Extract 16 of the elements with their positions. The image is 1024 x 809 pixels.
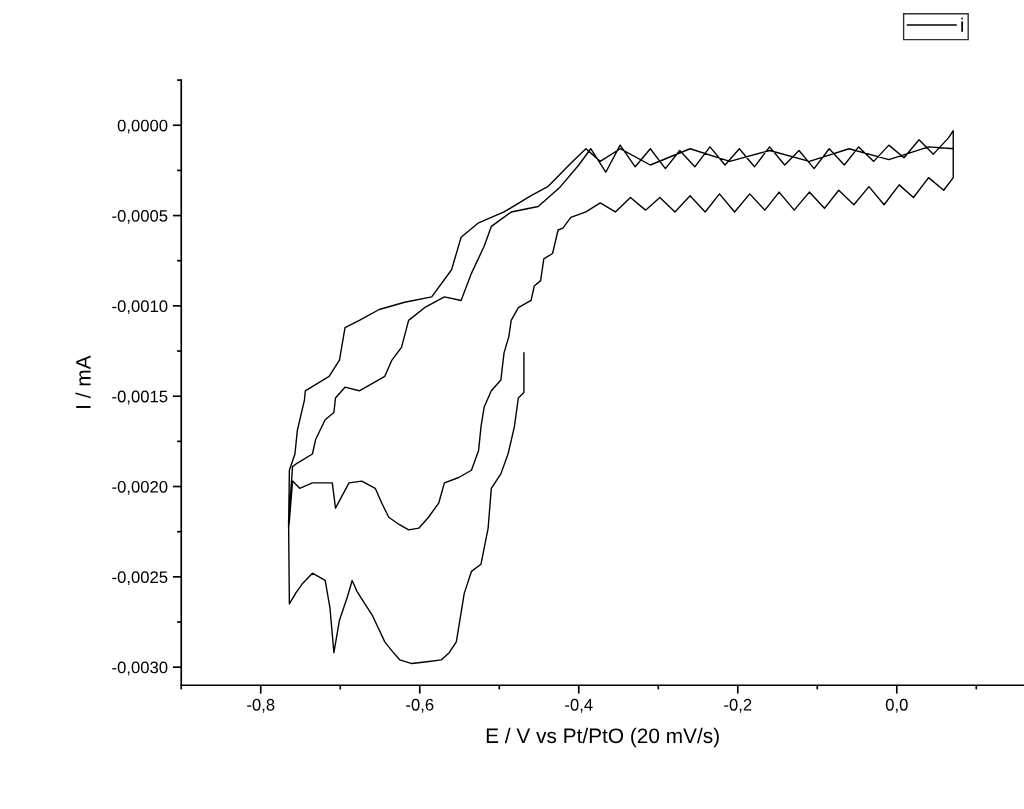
y-tick-label: -0,0025: [112, 571, 168, 586]
y-tick-label: -0,0020: [112, 480, 168, 495]
y-tick-label: 0,0000: [117, 119, 168, 134]
line-series: [287, 129, 954, 665]
x-tick-label: 0,0: [885, 698, 908, 713]
x-tick-label: -0,4: [565, 698, 593, 713]
y-tick-label: -0,0010: [112, 300, 168, 315]
legend-label: i: [961, 17, 963, 32]
y-tick-label: -0,0005: [112, 209, 168, 224]
x-tick-label: -0,8: [247, 698, 275, 713]
y-tick-label: -0,0030: [112, 661, 168, 676]
x-axis-title: E / V vs Pt/PtO (20 mV/s): [486, 727, 719, 748]
x-tick-label: -0,6: [406, 698, 434, 713]
x-tick-label: -0,2: [724, 698, 752, 713]
y-axis-title: I / mA: [75, 355, 91, 408]
y-tick-label: -0,0015: [112, 390, 168, 405]
